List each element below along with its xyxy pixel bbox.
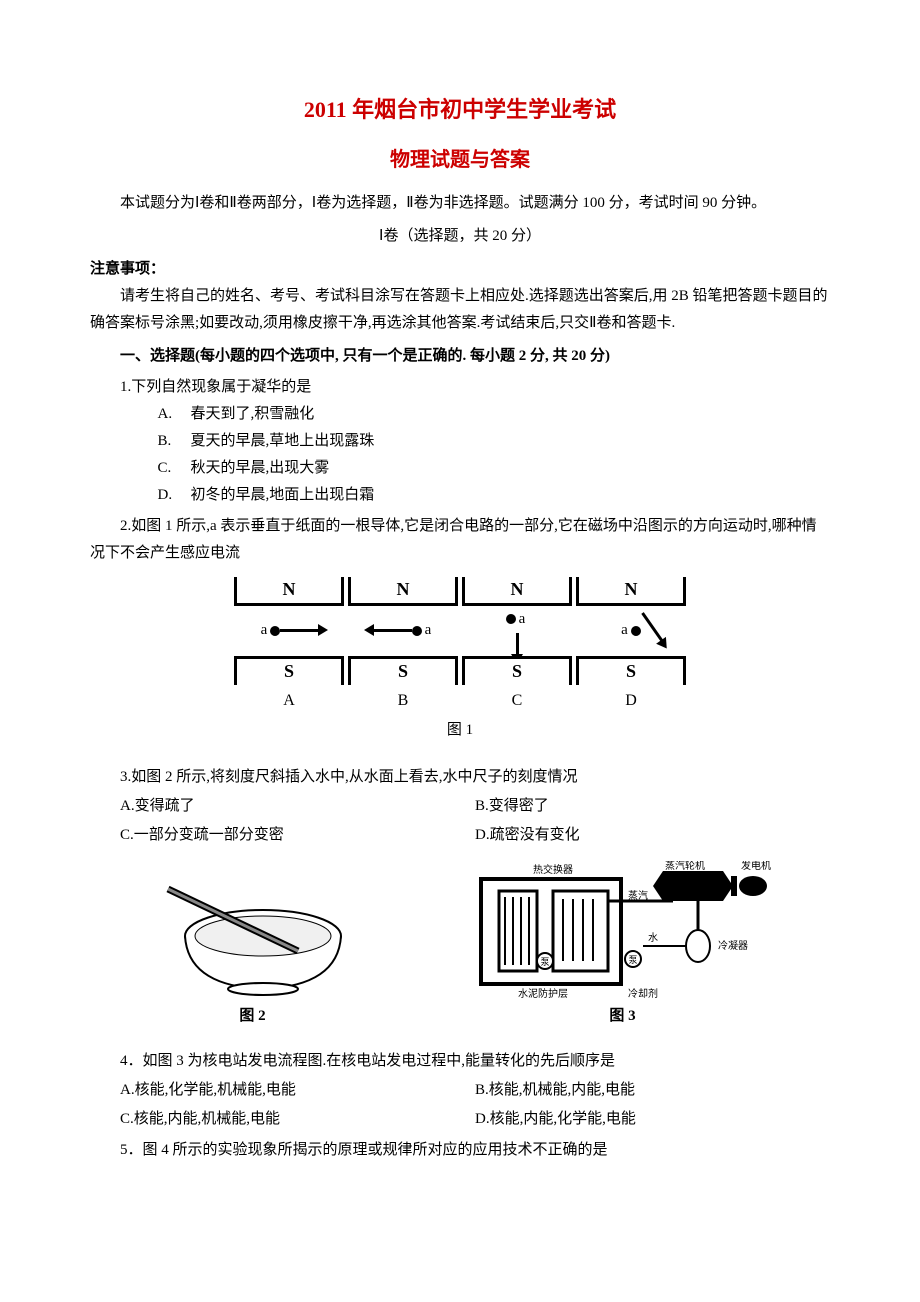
section-1-label: Ⅰ卷（选择题，共 20 分） bbox=[90, 223, 830, 250]
question-3-stem: 3.如图 2 所示,将刻度尺斜插入水中,从水面上看去,水中尺子的刻度情况 bbox=[90, 764, 830, 791]
pole-s-d: S bbox=[576, 656, 686, 685]
q4-option-a: A.核能,化学能,机械能,电能 bbox=[120, 1077, 475, 1104]
figure-3-caption: 图 3 bbox=[473, 1003, 773, 1030]
fig1-label-b: B bbox=[348, 687, 458, 716]
fig3-condenser-label: 冷凝器 bbox=[718, 939, 748, 952]
q4-options-row2: C.核能,内能,机械能,电能 D.核能,内能,化学能,电能 bbox=[120, 1106, 830, 1133]
fig3-coolant-label: 冷却剂 bbox=[628, 987, 658, 1000]
q4-option-c: C.核能,内能,机械能,电能 bbox=[120, 1106, 475, 1133]
intro-text: 本试题分为Ⅰ卷和Ⅱ卷两部分，Ⅰ卷为选择题，Ⅱ卷为非选择题。试题满分 100 分，… bbox=[90, 190, 830, 217]
dot-icon bbox=[270, 626, 280, 636]
q3-options-row2: C.一部分变疏一部分变密 D.疏密没有变化 bbox=[120, 822, 830, 849]
fig3-steam-label: 蒸汽 bbox=[628, 889, 648, 902]
figure-2-3-container: 图 2 泵 泵 热交换器 蒸汽轮机 发电机 蒸汽 水 bbox=[90, 861, 830, 1030]
fig3-generator-label: 发电机 bbox=[741, 861, 771, 872]
q3-option-b: B.变得密了 bbox=[475, 793, 830, 820]
dot-icon bbox=[506, 614, 516, 624]
figure-1-abcd-labels: A B C D bbox=[90, 687, 830, 716]
notice-heading: 注意事项： bbox=[90, 256, 830, 283]
fig3-pump2-label: 泵 bbox=[628, 955, 637, 965]
section-1-header: 一、选择题(每小题的四个选项中, 只有一个是正确的. 每小题 2 分, 共 20… bbox=[90, 343, 830, 370]
arrow-diagonal-icon bbox=[641, 612, 664, 642]
conductor-d-label: a bbox=[621, 617, 628, 644]
arrow-left-icon bbox=[372, 629, 412, 632]
opt-label-d: D. bbox=[158, 482, 191, 509]
fig1-label-a: A bbox=[234, 687, 344, 716]
fig3-heatex-label: 热交换器 bbox=[533, 863, 573, 876]
figure-2: 图 2 bbox=[148, 871, 358, 1030]
q3-option-a: A.变得疏了 bbox=[120, 793, 475, 820]
sub-title: 物理试题与答案 bbox=[90, 142, 830, 178]
figure-1: N N N N a a a bbox=[90, 577, 830, 745]
conductor-b: a bbox=[348, 606, 458, 656]
conductor-c: a bbox=[462, 606, 572, 656]
pole-s-a: S bbox=[234, 656, 344, 685]
dot-icon bbox=[631, 626, 641, 636]
fig3-water-label: 水 bbox=[648, 932, 658, 944]
conductor-d: a bbox=[576, 606, 686, 656]
fig3-turbine-label: 蒸汽轮机 bbox=[665, 861, 705, 872]
arrow-right-icon bbox=[280, 629, 320, 632]
opt-label-b: B. bbox=[158, 428, 191, 455]
opt-label-c: C. bbox=[158, 455, 191, 482]
pole-n-c: N bbox=[462, 577, 572, 606]
pole-n-b: N bbox=[348, 577, 458, 606]
q1-option-d: D.初冬的早晨,地面上出现白霜 bbox=[158, 482, 831, 509]
pole-s-c: S bbox=[462, 656, 572, 685]
question-5-stem: 5．图 4 所示的实验现象所揭示的原理或规律所对应的应用技术不正确的是 bbox=[90, 1137, 830, 1164]
bowl-ruler-icon bbox=[148, 871, 358, 1001]
question-4-stem: 4．如图 3 为核电站发电流程图.在核电站发电过程中,能量转化的先后顺序是 bbox=[90, 1048, 830, 1075]
conductor-b-label: a bbox=[425, 617, 432, 644]
conductor-a: a bbox=[234, 606, 344, 656]
nuclear-plant-diagram-icon: 泵 泵 热交换器 蒸汽轮机 发电机 蒸汽 水 冷凝器 水泥防护层 冷却剂 bbox=[473, 861, 773, 1001]
arrow-down-icon bbox=[516, 633, 519, 656]
conductor-c-label: a bbox=[519, 606, 526, 633]
q3-option-c: C.一部分变疏一部分变密 bbox=[120, 822, 475, 849]
fig1-label-c: C bbox=[462, 687, 572, 716]
figure-1-conductors: a a a a bbox=[90, 606, 830, 656]
pole-n-a: N bbox=[234, 577, 344, 606]
q4-option-b: B.核能,机械能,内能,电能 bbox=[475, 1077, 830, 1104]
figure-3: 泵 泵 热交换器 蒸汽轮机 发电机 蒸汽 水 冷凝器 水泥防护层 冷却剂 图 3 bbox=[473, 861, 773, 1030]
q1-option-b: B.夏天的早晨,草地上出现露珠 bbox=[158, 428, 831, 455]
notice-text: 请考生将自己的姓名、考号、考试科目涂写在答题卡上相应处.选择题选出答案后,用 2… bbox=[90, 283, 830, 337]
dot-icon bbox=[412, 626, 422, 636]
q1-option-c: C.秋天的早晨,出现大雾 bbox=[158, 455, 831, 482]
figure-1-bottom-poles: S S S S bbox=[90, 656, 830, 685]
main-title: 2011 年烟台市初中学生学业考试 bbox=[90, 90, 830, 130]
fig3-shield-label: 水泥防护层 bbox=[518, 987, 568, 1000]
q4-options-row1: A.核能,化学能,机械能,电能 B.核能,机械能,内能,电能 bbox=[120, 1077, 830, 1104]
figure-1-top-poles: N N N N bbox=[90, 577, 830, 606]
opt-label-a: A. bbox=[158, 401, 191, 428]
pole-n-d: N bbox=[576, 577, 686, 606]
q1-option-a: A.春天到了,积雪融化 bbox=[158, 401, 831, 428]
fig1-label-d: D bbox=[576, 687, 686, 716]
q4-option-d: D.核能,内能,化学能,电能 bbox=[475, 1106, 830, 1133]
pole-s-b: S bbox=[348, 656, 458, 685]
figure-1-caption: 图 1 bbox=[90, 717, 830, 744]
conductor-a-label: a bbox=[261, 617, 268, 644]
section-label-prefix: Ⅰ卷 bbox=[379, 228, 398, 244]
fig3-pump1-label: 泵 bbox=[540, 957, 549, 967]
q3-option-d: D.疏密没有变化 bbox=[475, 822, 830, 849]
question-1-stem: 1.下列自然现象属于凝华的是 bbox=[90, 374, 830, 401]
section-label-suffix: （选择题，共 20 分） bbox=[398, 228, 541, 244]
figure-2-caption: 图 2 bbox=[148, 1003, 358, 1030]
question-2-stem: 2.如图 1 所示,a 表示垂直于纸面的一根导体,它是闭合电路的一部分,它在磁场… bbox=[90, 513, 830, 567]
q3-options-row1: A.变得疏了 B.变得密了 bbox=[120, 793, 830, 820]
